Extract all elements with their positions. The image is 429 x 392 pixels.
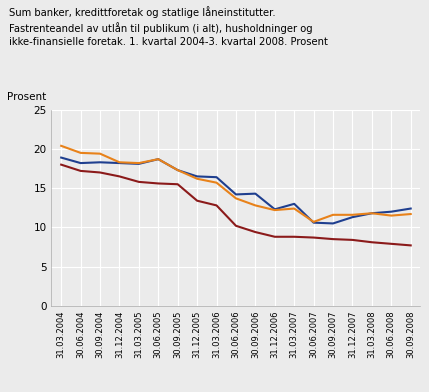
Publikum	[272, 208, 278, 212]
Ikke-finansielle foretak	[59, 155, 64, 160]
Ikke-finansielle foretak	[156, 157, 161, 162]
Ikke-finansielle foretak	[330, 221, 335, 226]
Ikke-finansielle foretak	[350, 215, 355, 220]
Publikum	[97, 151, 103, 156]
Husholdninger	[175, 182, 180, 187]
Publikum	[389, 213, 394, 218]
Publikum	[59, 143, 64, 148]
Ikke-finansielle foretak	[233, 192, 239, 197]
Husholdninger	[408, 243, 413, 248]
Husholdninger	[156, 181, 161, 186]
Husholdninger	[272, 234, 278, 239]
Publikum	[214, 180, 219, 185]
Publikum	[350, 212, 355, 217]
Publikum	[175, 168, 180, 172]
Husholdninger	[292, 234, 297, 239]
Line: Publikum: Publikum	[61, 146, 411, 222]
Publikum	[311, 220, 316, 224]
Husholdninger	[253, 230, 258, 234]
Ikke-finansielle foretak	[369, 211, 375, 216]
Line: Ikke-finansielle foretak: Ikke-finansielle foretak	[61, 158, 411, 223]
Ikke-finansielle foretak	[272, 207, 278, 212]
Husholdninger	[233, 223, 239, 228]
Publikum	[136, 161, 142, 165]
Publikum	[194, 176, 199, 181]
Publikum	[330, 212, 335, 217]
Publikum	[156, 157, 161, 162]
Husholdninger	[311, 235, 316, 240]
Publikum	[369, 211, 375, 216]
Ikke-finansielle foretak	[408, 206, 413, 211]
Publikum	[292, 206, 297, 211]
Husholdninger	[330, 237, 335, 241]
Line: Husholdninger: Husholdninger	[61, 165, 411, 245]
Text: Sum banker, kredittforetak og statlige låneinstitutter.
Fastrenteandel av utlån : Sum banker, kredittforetak og statlige l…	[9, 6, 327, 47]
Ikke-finansielle foretak	[311, 220, 316, 225]
Husholdninger	[214, 203, 219, 208]
Ikke-finansielle foretak	[253, 191, 258, 196]
Ikke-finansielle foretak	[175, 168, 180, 172]
Publikum	[253, 203, 258, 208]
Ikke-finansielle foretak	[194, 174, 199, 179]
Husholdninger	[369, 240, 375, 245]
Ikke-finansielle foretak	[117, 161, 122, 165]
Ikke-finansielle foretak	[389, 209, 394, 214]
Ikke-finansielle foretak	[292, 201, 297, 206]
Publikum	[117, 160, 122, 165]
Husholdninger	[389, 241, 394, 246]
Husholdninger	[59, 162, 64, 167]
Ikke-finansielle foretak	[136, 162, 142, 166]
Text: Prosent: Prosent	[7, 92, 46, 102]
Publikum	[78, 151, 83, 155]
Publikum	[408, 212, 413, 216]
Husholdninger	[117, 174, 122, 179]
Ikke-finansielle foretak	[214, 175, 219, 180]
Ikke-finansielle foretak	[78, 161, 83, 165]
Husholdninger	[97, 170, 103, 175]
Husholdninger	[136, 180, 142, 184]
Husholdninger	[78, 169, 83, 173]
Publikum	[233, 196, 239, 201]
Husholdninger	[194, 198, 199, 203]
Ikke-finansielle foretak	[97, 160, 103, 165]
Husholdninger	[350, 238, 355, 242]
